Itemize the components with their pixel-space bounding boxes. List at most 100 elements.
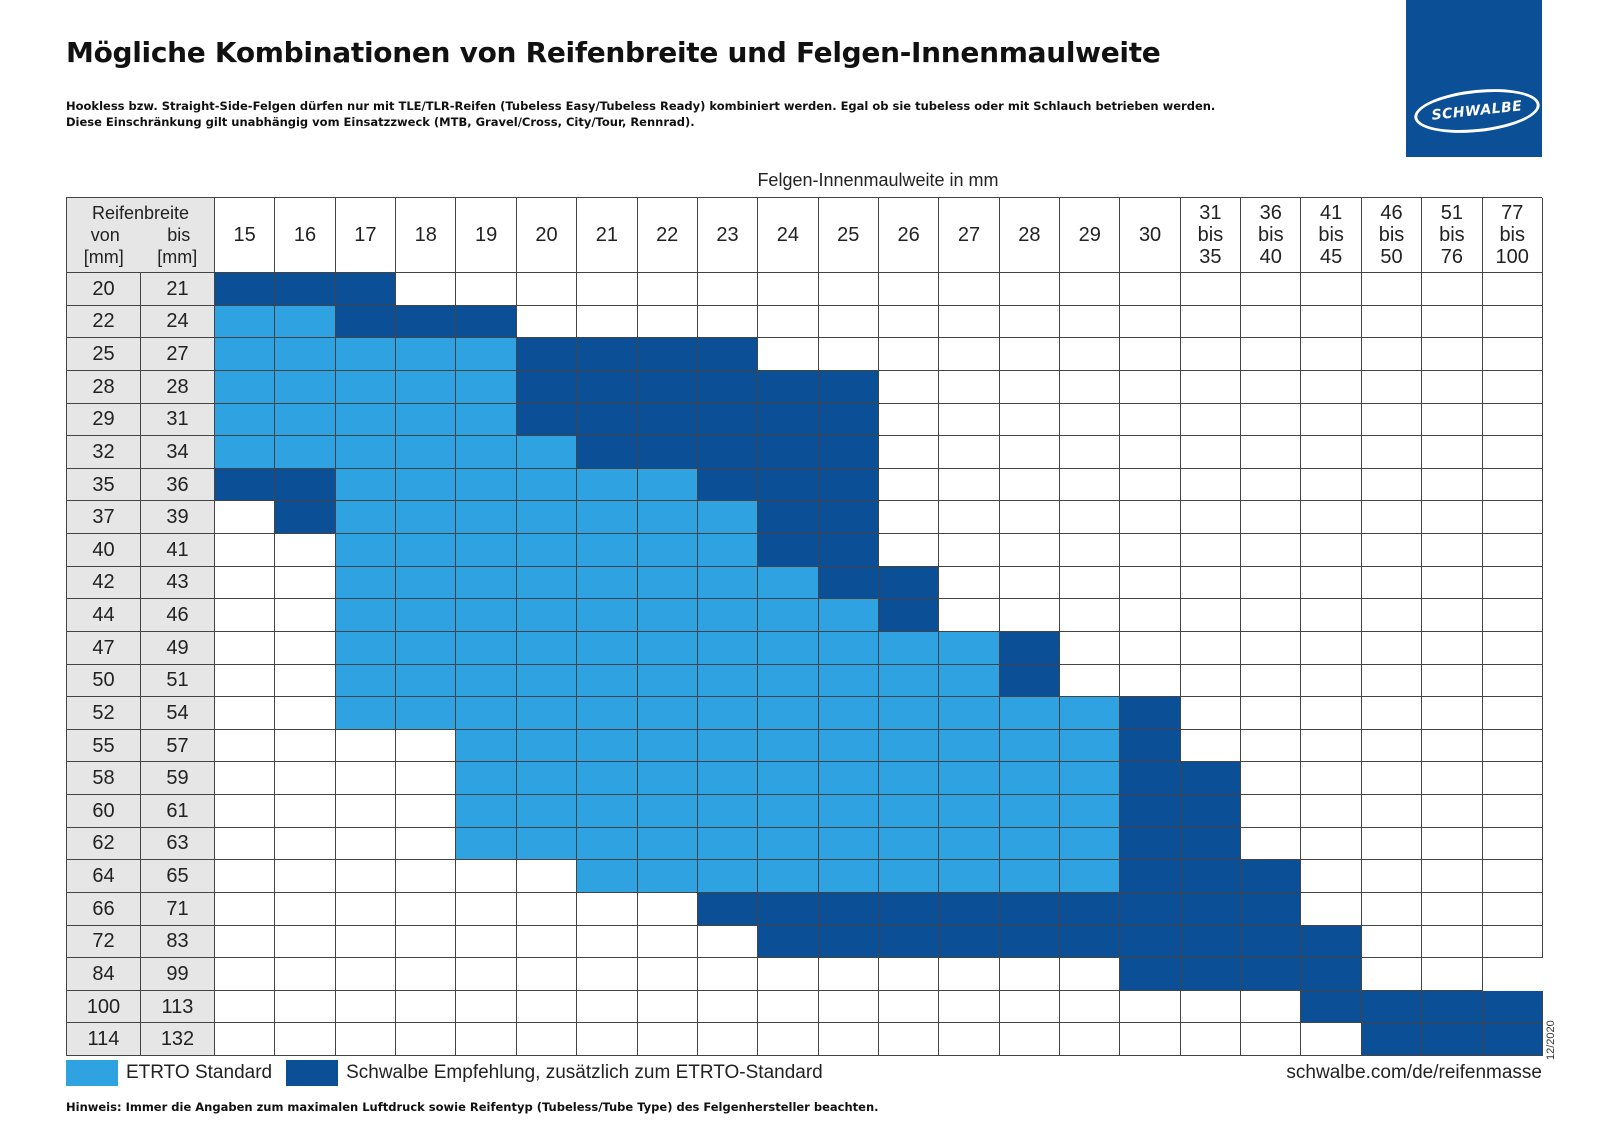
row-label-von: 55 bbox=[67, 729, 141, 763]
column-header-line: 50 bbox=[1380, 246, 1403, 268]
cell-etrto bbox=[516, 762, 578, 795]
column-header-line: bis bbox=[1378, 224, 1405, 246]
cell-schwalbe bbox=[939, 925, 1000, 959]
cell-empty bbox=[818, 338, 879, 371]
cell-etrto bbox=[637, 827, 698, 861]
cell-empty bbox=[1482, 436, 1543, 469]
cell-empty bbox=[1422, 827, 1483, 861]
cell-empty bbox=[1241, 403, 1302, 437]
cell-schwalbe bbox=[1180, 925, 1242, 959]
cell-schwalbe bbox=[878, 892, 940, 926]
cell-empty bbox=[275, 1023, 336, 1056]
cell-empty bbox=[577, 990, 638, 1024]
cell-empty bbox=[1060, 1023, 1121, 1056]
cell-empty bbox=[1120, 1023, 1181, 1056]
cell-etrto bbox=[215, 403, 276, 437]
cell-schwalbe bbox=[1482, 990, 1543, 1024]
cell-empty bbox=[516, 273, 578, 306]
cell-empty bbox=[1482, 305, 1543, 339]
cell-empty bbox=[1060, 370, 1121, 404]
cell-etrto bbox=[516, 534, 578, 567]
cell-etrto bbox=[637, 729, 698, 763]
column-header-line: 100 bbox=[1495, 246, 1529, 268]
cell-etrto bbox=[577, 697, 638, 730]
column-header-line: 21 bbox=[595, 224, 618, 246]
column-header-line: 77 bbox=[1501, 202, 1524, 224]
cell-empty bbox=[1301, 631, 1362, 665]
cell-empty bbox=[396, 273, 457, 306]
cell-etrto bbox=[456, 599, 517, 632]
column-header-line: 31 bbox=[1199, 202, 1222, 224]
cell-etrto bbox=[396, 403, 457, 437]
row-label-bis: 59 bbox=[141, 762, 215, 795]
cell-empty bbox=[1361, 860, 1423, 893]
cell-etrto bbox=[275, 403, 336, 437]
column-header-line: 20 bbox=[535, 224, 558, 246]
cell-empty bbox=[215, 501, 276, 534]
cell-etrto bbox=[456, 436, 517, 469]
cell-empty bbox=[1361, 795, 1423, 828]
cell-schwalbe bbox=[1422, 1023, 1483, 1056]
cell-empty bbox=[1422, 338, 1483, 371]
cell-empty bbox=[335, 827, 397, 861]
cell-etrto bbox=[215, 338, 276, 371]
cell-etrto bbox=[456, 762, 517, 795]
cell-empty bbox=[577, 925, 638, 959]
cell-empty bbox=[275, 990, 336, 1024]
cell-empty bbox=[275, 729, 336, 763]
cell-empty bbox=[1120, 468, 1181, 502]
cell-etrto bbox=[335, 403, 397, 437]
cell-empty bbox=[1301, 566, 1362, 600]
cell-empty bbox=[215, 925, 276, 959]
cell-empty bbox=[215, 599, 276, 632]
cell-empty bbox=[758, 338, 819, 371]
cell-empty bbox=[456, 892, 517, 926]
cell-schwalbe bbox=[335, 273, 397, 306]
column-header-line: 19 bbox=[474, 224, 498, 246]
cell-etrto bbox=[1060, 860, 1121, 893]
website-link[interactable]: schwalbe.com/de/reifenmasse bbox=[1286, 1062, 1542, 1083]
cell-schwalbe bbox=[697, 892, 759, 926]
cell-empty bbox=[878, 403, 940, 437]
cell-empty bbox=[818, 1023, 879, 1056]
corner-title: Reifenbreite bbox=[91, 203, 190, 223]
cell-empty bbox=[939, 273, 1000, 306]
cell-empty bbox=[697, 1023, 759, 1056]
row-label-von: 72 bbox=[67, 925, 141, 959]
row-label-von: 29 bbox=[67, 403, 141, 437]
cell-empty bbox=[1482, 892, 1543, 926]
row-label-bis: 57 bbox=[141, 729, 215, 763]
cell-empty bbox=[1422, 566, 1483, 600]
cell-etrto bbox=[637, 566, 698, 600]
cell-schwalbe bbox=[1180, 860, 1242, 893]
cell-empty bbox=[878, 1023, 940, 1056]
column-header: 22 bbox=[637, 198, 698, 273]
cell-etrto bbox=[939, 631, 1000, 665]
cell-etrto bbox=[939, 664, 1000, 698]
column-header: 29 bbox=[1060, 198, 1121, 273]
cell-etrto bbox=[516, 827, 578, 861]
cell-etrto bbox=[516, 631, 578, 665]
cell-empty bbox=[456, 925, 517, 959]
cell-etrto bbox=[396, 468, 457, 502]
cell-etrto bbox=[637, 860, 698, 893]
cell-empty bbox=[1361, 925, 1423, 959]
cell-schwalbe bbox=[758, 892, 819, 926]
cell-empty bbox=[1361, 631, 1423, 665]
cell-empty bbox=[1361, 827, 1423, 861]
cell-empty bbox=[1120, 403, 1181, 437]
cell-empty bbox=[1482, 338, 1543, 371]
cell-empty bbox=[275, 631, 336, 665]
cell-etrto bbox=[456, 534, 517, 567]
cell-etrto bbox=[456, 697, 517, 730]
cell-empty bbox=[1361, 403, 1423, 437]
cell-etrto bbox=[878, 860, 940, 893]
cell-etrto bbox=[758, 664, 819, 698]
cell-etrto bbox=[335, 338, 397, 371]
cell-schwalbe bbox=[1120, 958, 1181, 991]
row-label-bis: 65 bbox=[141, 860, 215, 893]
cell-empty bbox=[637, 273, 698, 306]
cell-empty bbox=[577, 958, 638, 991]
cell-empty bbox=[1422, 729, 1483, 763]
cell-empty bbox=[878, 273, 940, 306]
